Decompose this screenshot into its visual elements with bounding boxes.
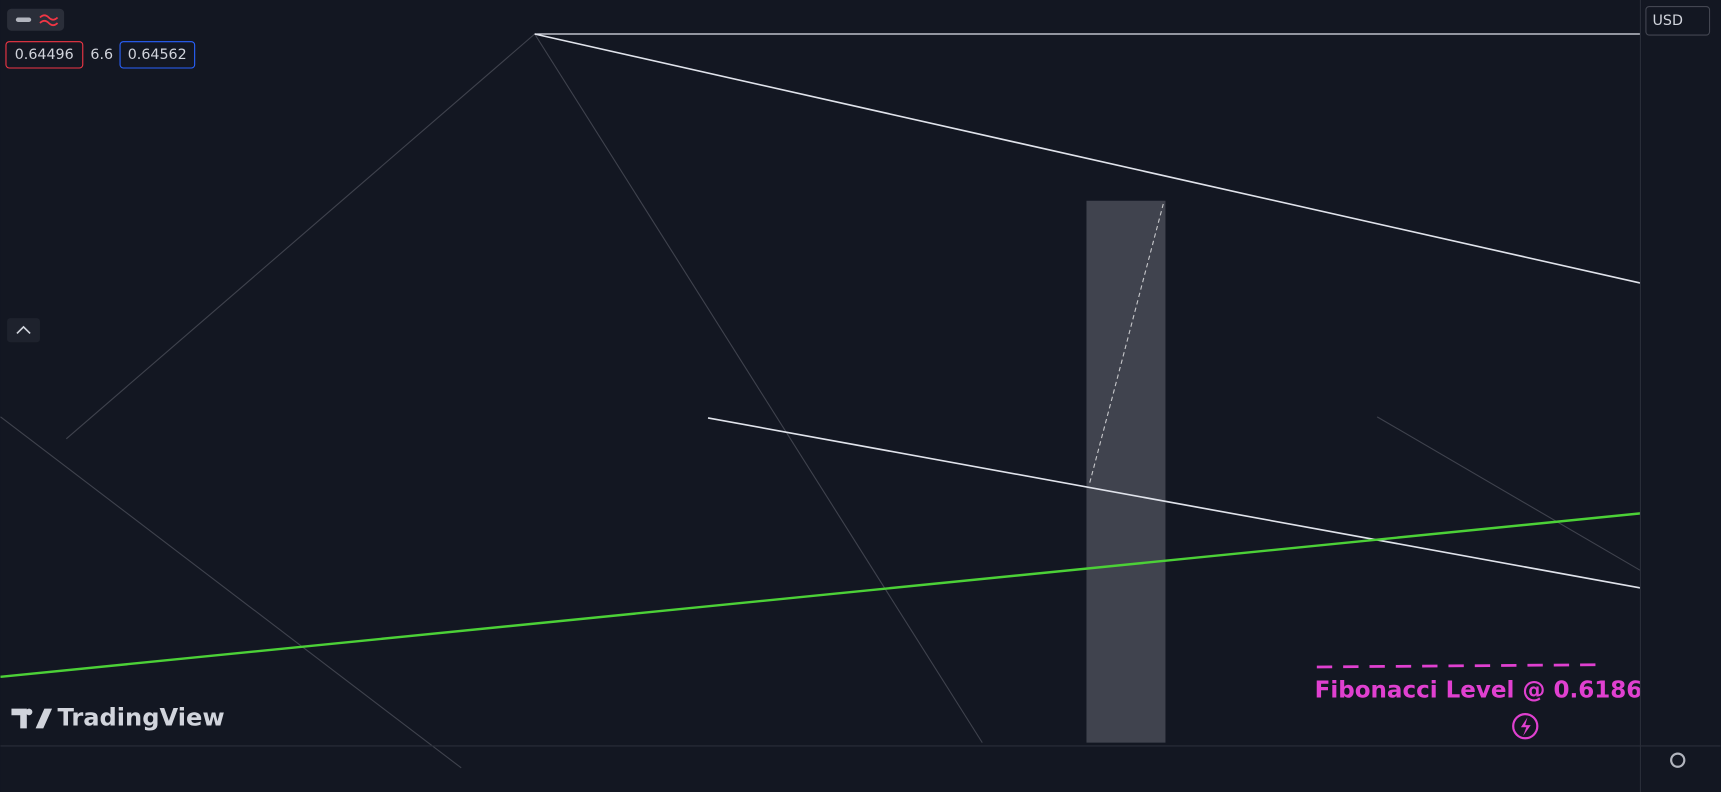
price-axis [1641, 0, 1721, 792]
alert-bolt [1520, 717, 1531, 737]
annotation-line [1316, 663, 1597, 669]
icon [16, 325, 31, 335]
faint-trendlines [0, 33, 1641, 769]
channel-top [534, 33, 1641, 284]
logo: TradingView [11, 704, 225, 732]
bid-box[interactable] [5, 41, 84, 69]
spread: 6.6 [90, 47, 113, 63]
trendline [534, 33, 983, 743]
channel-bottom [707, 417, 1641, 589]
currency[interactable]: USD [1653, 13, 1683, 29]
ask-box[interactable] [119, 41, 196, 69]
logo-icon [11, 708, 53, 729]
gear[interactable] [1670, 752, 1686, 768]
annotation: Fibonacci Level @ 0.6186 [1315, 678, 1643, 704]
currency-button[interactable] [1645, 6, 1711, 36]
bid[interactable]: 0.64496 [15, 47, 74, 63]
support-line [0, 512, 1641, 679]
collapse-legend[interactable] [7, 318, 40, 343]
settings-icon[interactable] [1670, 752, 1686, 768]
logo-text: TradingView [58, 704, 225, 732]
fib-anchor [1089, 203, 1164, 483]
fib-zone [1086, 200, 1166, 743]
icon [15, 17, 32, 22]
icon [39, 14, 59, 27]
header: 0.64496 6.6 0.64562 [5, 8, 196, 69]
collapse-button[interactable] [7, 8, 65, 31]
trendline [1376, 416, 1641, 571]
trendline [65, 33, 536, 440]
trendline [0, 416, 462, 769]
alert-icon[interactable] [1512, 713, 1539, 740]
ask[interactable]: 0.64562 [128, 47, 187, 63]
